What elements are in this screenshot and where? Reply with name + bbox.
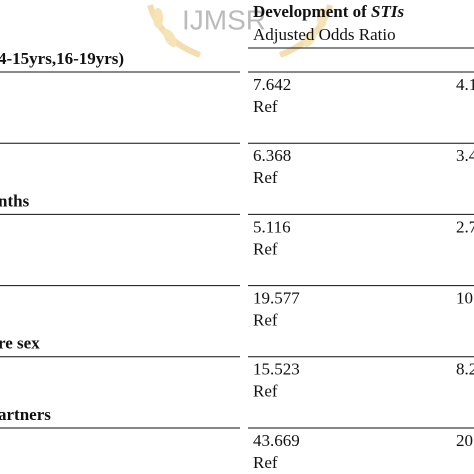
- next-column-value: 8.2: [456, 360, 474, 379]
- watermark: IJMSR: [182, 4, 266, 35]
- reference: Ref: [253, 453, 278, 472]
- reference: Ref: [253, 382, 278, 401]
- next-column-value: 10: [456, 289, 473, 308]
- header-title-emphasis: STIs: [371, 2, 404, 21]
- odds-ratio: 19.577: [253, 289, 300, 308]
- odds-ratio: 7.642: [253, 75, 291, 94]
- reference: Ref: [253, 311, 278, 330]
- next-column-value: 4.1: [456, 75, 474, 94]
- row-label: artners: [0, 405, 51, 424]
- odds-ratio: 5.116: [253, 217, 291, 236]
- next-column-value: 2.7: [456, 217, 474, 236]
- row-label: re sex: [0, 334, 40, 353]
- odds-ratio: 6.368: [253, 146, 291, 165]
- header-title-text: Development of: [253, 2, 371, 21]
- odds-ratio: 15.523: [253, 360, 300, 379]
- odds-ratio: 43.669: [253, 431, 300, 450]
- reference: Ref: [253, 97, 278, 116]
- row-label: 4-15yrs,16-19yrs): [0, 49, 124, 68]
- header-subtitle: Adjusted Odds Ratio: [253, 25, 396, 44]
- next-column-value: 20: [456, 431, 473, 450]
- watermark-wreath: [147, 4, 333, 58]
- reference: Ref: [253, 239, 278, 258]
- header-title: Development of STIs: [253, 2, 404, 21]
- reference: Ref: [253, 168, 278, 187]
- row-label: nths: [0, 191, 30, 210]
- next-column-value: 3.4: [456, 146, 474, 165]
